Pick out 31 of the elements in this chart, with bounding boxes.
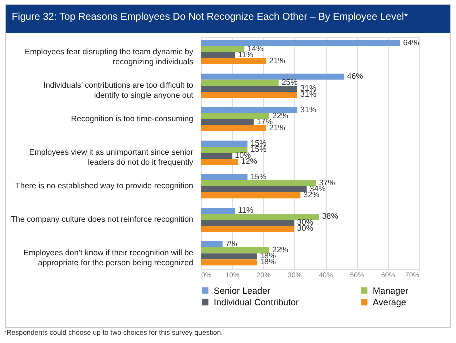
legend-label: Individual Contributor bbox=[214, 298, 300, 308]
data-label: 21% bbox=[269, 56, 286, 66]
data-label: 38% bbox=[322, 212, 338, 222]
y-tick-label: Individuals’ contributions are too difficult to identify to single anyone out bbox=[44, 80, 194, 100]
data-label: 17% bbox=[256, 117, 273, 126]
data-label: 21% bbox=[269, 124, 286, 133]
data-label: 22% bbox=[272, 111, 289, 120]
data-label: 12% bbox=[241, 157, 258, 166]
legend-label: Manager bbox=[373, 286, 409, 296]
data-label: 22% bbox=[272, 246, 289, 255]
data-label: 32% bbox=[304, 190, 320, 200]
y-tick-label: Employees don’t know if their recognition will be appropriate for the person being recognized bbox=[24, 248, 194, 268]
y-tick-label: Recognition is too time-consuming bbox=[71, 114, 194, 124]
data-label: 25% bbox=[282, 78, 298, 87]
data-label: 31% bbox=[300, 105, 317, 114]
y-tick-label: The company culture does not reinforce recognition bbox=[11, 215, 194, 224]
legend-label: Average bbox=[373, 298, 406, 308]
y-tick-label: Employees view it as unimportant since senior leaders do not do it frequently bbox=[29, 148, 194, 167]
chart-title: Figure 32: Top Reasons Employees Do Not Recognize Each Other – By Employee Level* bbox=[6, 5, 450, 33]
y-tick-label: There is no established way to provide recognition bbox=[16, 182, 194, 191]
data-label: 11% bbox=[238, 206, 254, 215]
y-tick-label: Employees fear disrupting the team dynamic by recognizing individuals bbox=[24, 47, 194, 66]
data-label: 30% bbox=[297, 224, 314, 234]
data-label: 18% bbox=[260, 258, 276, 267]
legend-label: Senior Leader bbox=[214, 286, 271, 296]
data-label: 7% bbox=[226, 240, 238, 249]
data-label: 31% bbox=[300, 90, 317, 99]
data-label: 15% bbox=[250, 172, 267, 182]
data-label: 31% bbox=[300, 84, 317, 93]
data-label: 46% bbox=[347, 72, 364, 81]
data-label: 64% bbox=[403, 38, 420, 48]
